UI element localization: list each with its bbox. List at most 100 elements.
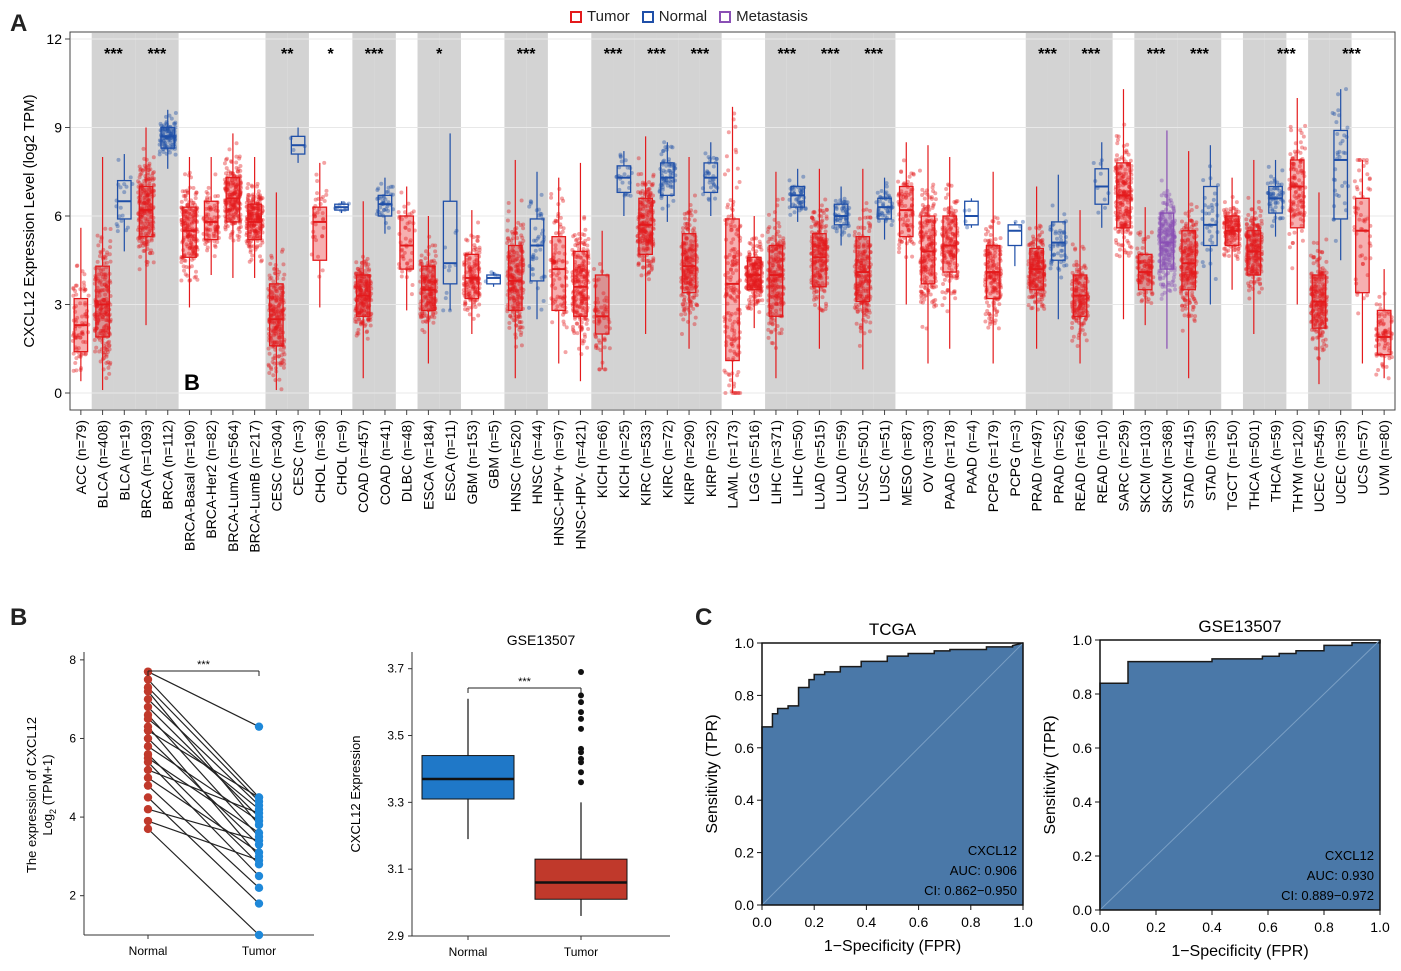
x-tick-label: LUSC (n=501) [855, 420, 871, 510]
box [855, 235, 871, 303]
data-point [97, 331, 102, 336]
data-point [146, 198, 151, 203]
data-point [518, 223, 523, 228]
data-point [281, 276, 286, 281]
data-point [95, 321, 100, 326]
box [638, 197, 653, 256]
box [377, 194, 393, 217]
data-point [104, 297, 109, 302]
x-tick-label: LIHC (n=371) [768, 420, 784, 504]
box [507, 244, 523, 312]
data-point [83, 314, 88, 319]
data-point [703, 151, 708, 156]
data-point [235, 169, 240, 174]
data-point [182, 189, 187, 194]
data-point [193, 196, 198, 201]
data-point [444, 290, 449, 295]
data-point [74, 368, 79, 373]
data-point [694, 293, 699, 298]
data-point [580, 341, 585, 346]
data-point [863, 319, 868, 324]
data-point [234, 160, 239, 165]
data-point [410, 283, 415, 288]
data-point [82, 283, 87, 288]
data-point [237, 173, 242, 178]
data-point [86, 293, 91, 298]
data-point [100, 317, 105, 322]
data-point [145, 217, 150, 222]
box [659, 162, 675, 196]
data-point [148, 251, 153, 256]
data-point [147, 190, 152, 195]
data-point [788, 212, 793, 217]
data-point [649, 266, 654, 271]
data-point [137, 267, 142, 272]
data-point [824, 207, 829, 212]
data-point [79, 330, 84, 335]
data-point [867, 329, 872, 334]
data-point [766, 239, 771, 244]
data-point [101, 312, 106, 317]
data-point [83, 351, 88, 356]
data-point [271, 279, 276, 284]
data-point [236, 227, 241, 232]
data-point [237, 234, 242, 239]
data-point [820, 295, 825, 300]
data-point [101, 328, 106, 333]
data-point [510, 229, 515, 234]
data-point [267, 276, 272, 281]
data-point [81, 339, 86, 344]
data-point [505, 218, 510, 223]
data-point [78, 301, 83, 306]
data-point [103, 304, 108, 309]
data-point [185, 202, 190, 207]
data-point [158, 121, 163, 126]
data-point [529, 200, 534, 205]
x-tick-label: HNSC (n=520) [507, 420, 523, 512]
data-point [150, 251, 155, 256]
data-point [467, 312, 472, 317]
data-point [140, 226, 145, 231]
data-point [108, 360, 113, 365]
data-point [249, 257, 254, 262]
data-point [722, 172, 727, 177]
data-point [93, 349, 98, 354]
data-point [100, 333, 105, 338]
data-point [659, 152, 664, 157]
x-tick-label: HNSC-HPV+ (n=97) [551, 420, 567, 546]
data-point [812, 287, 817, 292]
data-point [357, 268, 362, 273]
chart-a-legend: Tumor Normal Metastasis [570, 8, 808, 25]
data-point [124, 228, 129, 233]
data-point [639, 273, 644, 278]
data-point [75, 263, 80, 268]
data-point [714, 156, 719, 161]
data-point [770, 341, 775, 346]
data-point [101, 326, 106, 331]
data-point [365, 329, 370, 334]
data-point [139, 212, 144, 217]
data-point [83, 340, 88, 345]
data-point [660, 206, 665, 211]
data-point [99, 310, 104, 315]
data-point [103, 273, 108, 278]
data-point [737, 180, 742, 185]
x-tick-label: KICH (n=66) [594, 420, 610, 498]
data-point [104, 327, 109, 332]
data-point [419, 261, 424, 266]
data-point [724, 154, 729, 159]
data-point [527, 305, 532, 310]
data-point [97, 280, 102, 285]
data-point [71, 286, 76, 291]
data-point [281, 262, 286, 267]
data-point [212, 243, 217, 248]
data-point [723, 391, 728, 395]
data-point [409, 211, 414, 216]
data-point [693, 209, 698, 214]
data-point [78, 335, 83, 340]
data-point [597, 261, 602, 266]
data-point [137, 164, 142, 169]
data-point [95, 233, 100, 238]
data-point [83, 312, 88, 317]
data-point [104, 284, 109, 289]
